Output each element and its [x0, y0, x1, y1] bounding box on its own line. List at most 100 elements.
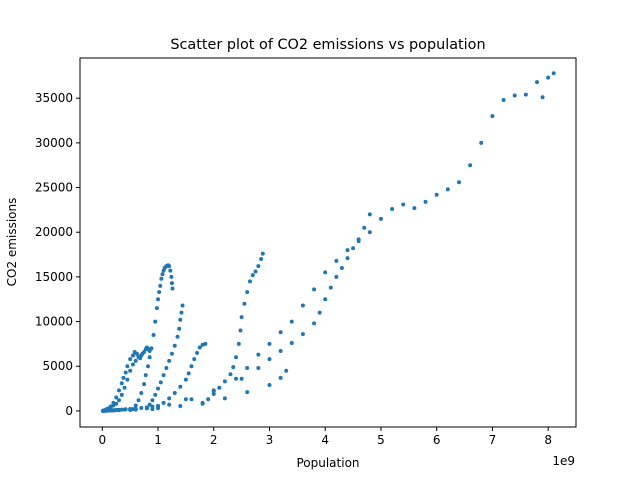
data-point: [159, 276, 164, 281]
data-point: [351, 246, 356, 251]
data-point: [551, 71, 556, 76]
data-point: [278, 330, 283, 335]
data-point: [143, 373, 148, 378]
data-point: [367, 230, 372, 235]
y-tick-label: 25000: [35, 181, 73, 195]
data-point: [133, 406, 138, 411]
data-point: [125, 377, 130, 382]
data-point: [367, 212, 372, 217]
data-point: [200, 400, 205, 405]
data-point: [334, 258, 339, 263]
data-point: [339, 265, 344, 270]
data-point: [501, 97, 506, 102]
data-point: [111, 400, 116, 405]
data-point: [147, 402, 152, 407]
data-point: [172, 391, 177, 396]
data-point: [178, 384, 183, 389]
data-point: [186, 371, 191, 376]
data-point: [144, 405, 149, 410]
data-point: [362, 225, 367, 230]
data-point: [256, 366, 261, 371]
data-point: [236, 341, 241, 346]
data-point: [479, 140, 484, 145]
data-point: [195, 350, 200, 355]
data-point: [128, 357, 133, 362]
data-point: [228, 372, 233, 377]
data-point: [117, 388, 122, 393]
y-axis-title: CO2 emissions: [5, 198, 19, 287]
x-tick-label: 3: [266, 433, 274, 447]
data-point: [234, 376, 239, 381]
x-tick-label: 2: [210, 433, 218, 447]
data-point: [154, 306, 159, 311]
data-point: [133, 358, 138, 363]
data-point: [156, 403, 161, 408]
data-point: [323, 297, 328, 302]
data-point: [445, 187, 450, 192]
data-point: [133, 403, 138, 408]
data-point: [117, 398, 122, 403]
data-point: [206, 397, 211, 402]
data-point: [259, 257, 264, 262]
y-tick-label: 20000: [35, 225, 73, 239]
data-point: [245, 290, 250, 295]
data-point: [523, 92, 528, 97]
data-point: [158, 380, 163, 385]
data-point: [456, 180, 461, 185]
data-point: [231, 365, 236, 370]
data-point: [169, 274, 174, 279]
data-point: [167, 396, 172, 401]
data-points: [100, 71, 556, 413]
data-point: [256, 264, 261, 269]
x-tick-label: 5: [377, 433, 385, 447]
data-point: [234, 355, 239, 360]
data-point: [312, 321, 317, 326]
data-point: [150, 404, 155, 409]
data-point: [434, 192, 439, 197]
data-point: [284, 368, 289, 373]
data-point: [222, 396, 227, 401]
data-point: [278, 375, 283, 380]
data-point: [115, 407, 120, 412]
data-point: [114, 395, 119, 400]
data-point: [161, 373, 166, 378]
y-tick-label: 5000: [42, 359, 73, 373]
data-point: [157, 290, 162, 295]
data-point: [323, 270, 328, 275]
data-point: [267, 341, 272, 346]
data-point: [245, 366, 250, 371]
data-point: [164, 366, 169, 371]
data-point: [345, 256, 350, 261]
data-point: [145, 364, 150, 369]
data-point: [112, 408, 117, 413]
data-point: [180, 303, 185, 308]
data-point: [170, 286, 175, 291]
data-point: [534, 80, 539, 85]
data-point: [211, 389, 216, 394]
data-point: [153, 319, 158, 324]
data-point: [177, 326, 182, 331]
data-point: [167, 358, 172, 363]
data-point: [123, 407, 128, 412]
data-point: [239, 376, 244, 381]
data-point: [217, 385, 222, 390]
data-point: [108, 404, 113, 409]
data-point: [253, 269, 258, 274]
data-point: [256, 352, 261, 357]
x-tick-label: 8: [544, 433, 552, 447]
data-point: [153, 392, 158, 397]
data-point: [160, 272, 165, 277]
data-point: [139, 405, 144, 410]
data-point: [169, 281, 174, 286]
data-point: [328, 285, 333, 290]
data-point: [149, 346, 154, 351]
data-point: [179, 310, 184, 315]
data-point: [183, 377, 188, 382]
data-point: [125, 364, 130, 369]
data-point: [239, 315, 244, 320]
chart-title: Scatter plot of CO2 emissions vs populat…: [170, 37, 485, 53]
data-point: [192, 357, 197, 362]
data-point: [175, 334, 180, 339]
data-point: [334, 274, 339, 279]
